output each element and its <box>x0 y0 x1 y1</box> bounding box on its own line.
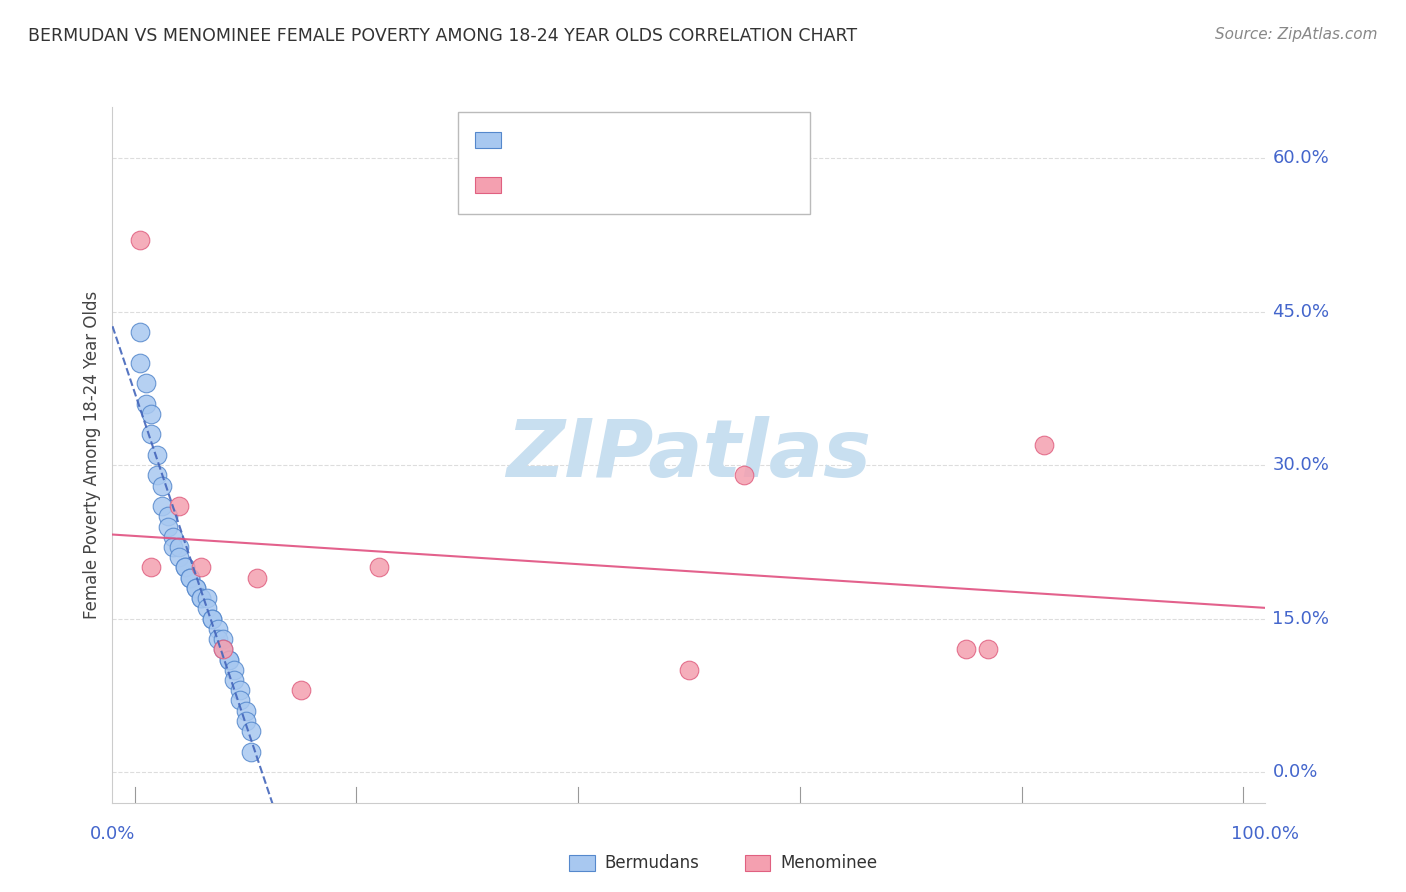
Point <box>129 233 152 247</box>
Text: 30.0%: 30.0% <box>1272 456 1329 475</box>
Text: R =: R = <box>512 177 551 194</box>
Point <box>201 612 224 626</box>
Text: Menominee: Menominee <box>780 855 877 872</box>
Point <box>150 499 173 513</box>
Point <box>229 693 252 707</box>
Point <box>179 571 201 585</box>
Point <box>212 632 235 646</box>
Point <box>190 591 212 606</box>
Point <box>146 468 169 483</box>
Point <box>179 571 201 585</box>
Point <box>129 356 152 370</box>
Text: 60.0%: 60.0% <box>1272 149 1329 167</box>
Point <box>212 642 235 657</box>
Text: 100.0%: 100.0% <box>1232 825 1299 843</box>
Point <box>173 560 195 574</box>
Text: N =: N = <box>617 177 669 194</box>
Text: 42: 42 <box>666 131 692 149</box>
Text: Source: ZipAtlas.com: Source: ZipAtlas.com <box>1215 27 1378 42</box>
Point <box>167 550 190 565</box>
Point <box>240 745 263 759</box>
Point <box>977 642 1000 657</box>
Point <box>224 673 246 687</box>
Point <box>235 714 257 728</box>
Text: 16: 16 <box>666 177 692 194</box>
Point <box>678 663 700 677</box>
Point <box>141 427 163 442</box>
Point <box>156 509 179 524</box>
Text: 0.0%: 0.0% <box>1272 763 1317 781</box>
Point <box>190 591 212 606</box>
Point <box>173 560 195 574</box>
Text: 15.0%: 15.0% <box>1272 609 1330 628</box>
Point <box>235 704 257 718</box>
Point <box>146 448 169 462</box>
Point <box>195 591 218 606</box>
Text: 45.0%: 45.0% <box>1272 302 1330 321</box>
Point <box>141 560 163 574</box>
Point <box>207 632 229 646</box>
Point <box>150 478 173 492</box>
Text: -0.036: -0.036 <box>551 177 616 194</box>
Point <box>224 663 246 677</box>
Point <box>212 642 235 657</box>
Point <box>201 612 224 626</box>
Point <box>135 397 157 411</box>
Point <box>245 571 267 585</box>
Point <box>218 652 240 666</box>
Point <box>955 642 977 657</box>
Point <box>367 560 389 574</box>
Point <box>162 540 184 554</box>
Point <box>240 724 263 739</box>
Point <box>167 540 190 554</box>
Point <box>156 519 179 533</box>
Y-axis label: Female Poverty Among 18-24 Year Olds: Female Poverty Among 18-24 Year Olds <box>83 291 101 619</box>
Point <box>135 376 157 391</box>
Text: ZIPatlas: ZIPatlas <box>506 416 872 494</box>
Point <box>184 581 207 595</box>
Point <box>218 652 240 666</box>
Point <box>207 622 229 636</box>
Point <box>229 683 252 698</box>
Point <box>1032 438 1054 452</box>
Text: Bermudans: Bermudans <box>605 855 699 872</box>
Point <box>129 325 152 339</box>
Point <box>141 407 163 421</box>
Point <box>733 468 755 483</box>
Point <box>162 530 184 544</box>
Text: R =: R = <box>512 131 551 149</box>
Text: BERMUDAN VS MENOMINEE FEMALE POVERTY AMONG 18-24 YEAR OLDS CORRELATION CHART: BERMUDAN VS MENOMINEE FEMALE POVERTY AMO… <box>28 27 858 45</box>
Point <box>290 683 312 698</box>
Text: N =: N = <box>617 131 669 149</box>
Point <box>195 601 218 615</box>
Text: -0.174: -0.174 <box>551 131 616 149</box>
Point <box>167 499 190 513</box>
Point <box>190 560 212 574</box>
Point <box>184 581 207 595</box>
Text: 0.0%: 0.0% <box>90 825 135 843</box>
